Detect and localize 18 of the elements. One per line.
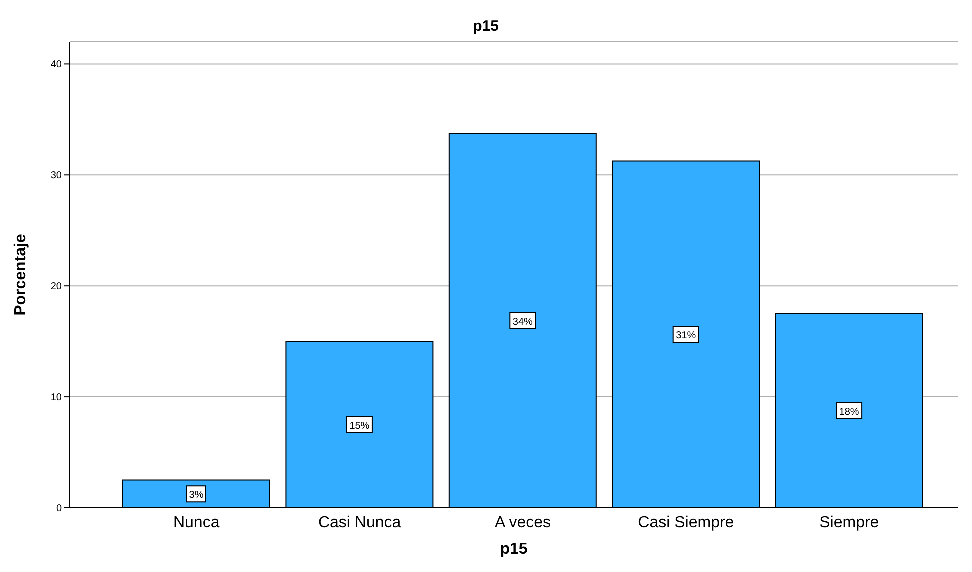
data-label: 15% [350, 420, 370, 432]
data-label: 34% [512, 316, 534, 328]
y-tick-label: 40 [50, 60, 62, 71]
data-label: 3% [189, 490, 204, 502]
y-axis-title: Porcentaje [12, 234, 30, 316]
y-tick-label: 0 [56, 504, 62, 515]
chart-title: p15 [472, 18, 500, 35]
y-tick-label: 30 [50, 170, 62, 182]
y-tick-label: 20 [50, 282, 62, 293]
data-label: 31% [676, 330, 696, 342]
data-label: 18% [839, 406, 860, 418]
x-tick-label: Siempre [820, 514, 880, 532]
x-tick-label: Casi Nunca [318, 514, 402, 532]
x-axis-title: p15 [500, 541, 528, 558]
x-tick-label: A veces [494, 514, 552, 532]
y-tick-label: 10 [50, 392, 62, 404]
x-tick-label: Casi Siempre [638, 514, 734, 532]
x-tick-label: Nunca [173, 514, 220, 532]
